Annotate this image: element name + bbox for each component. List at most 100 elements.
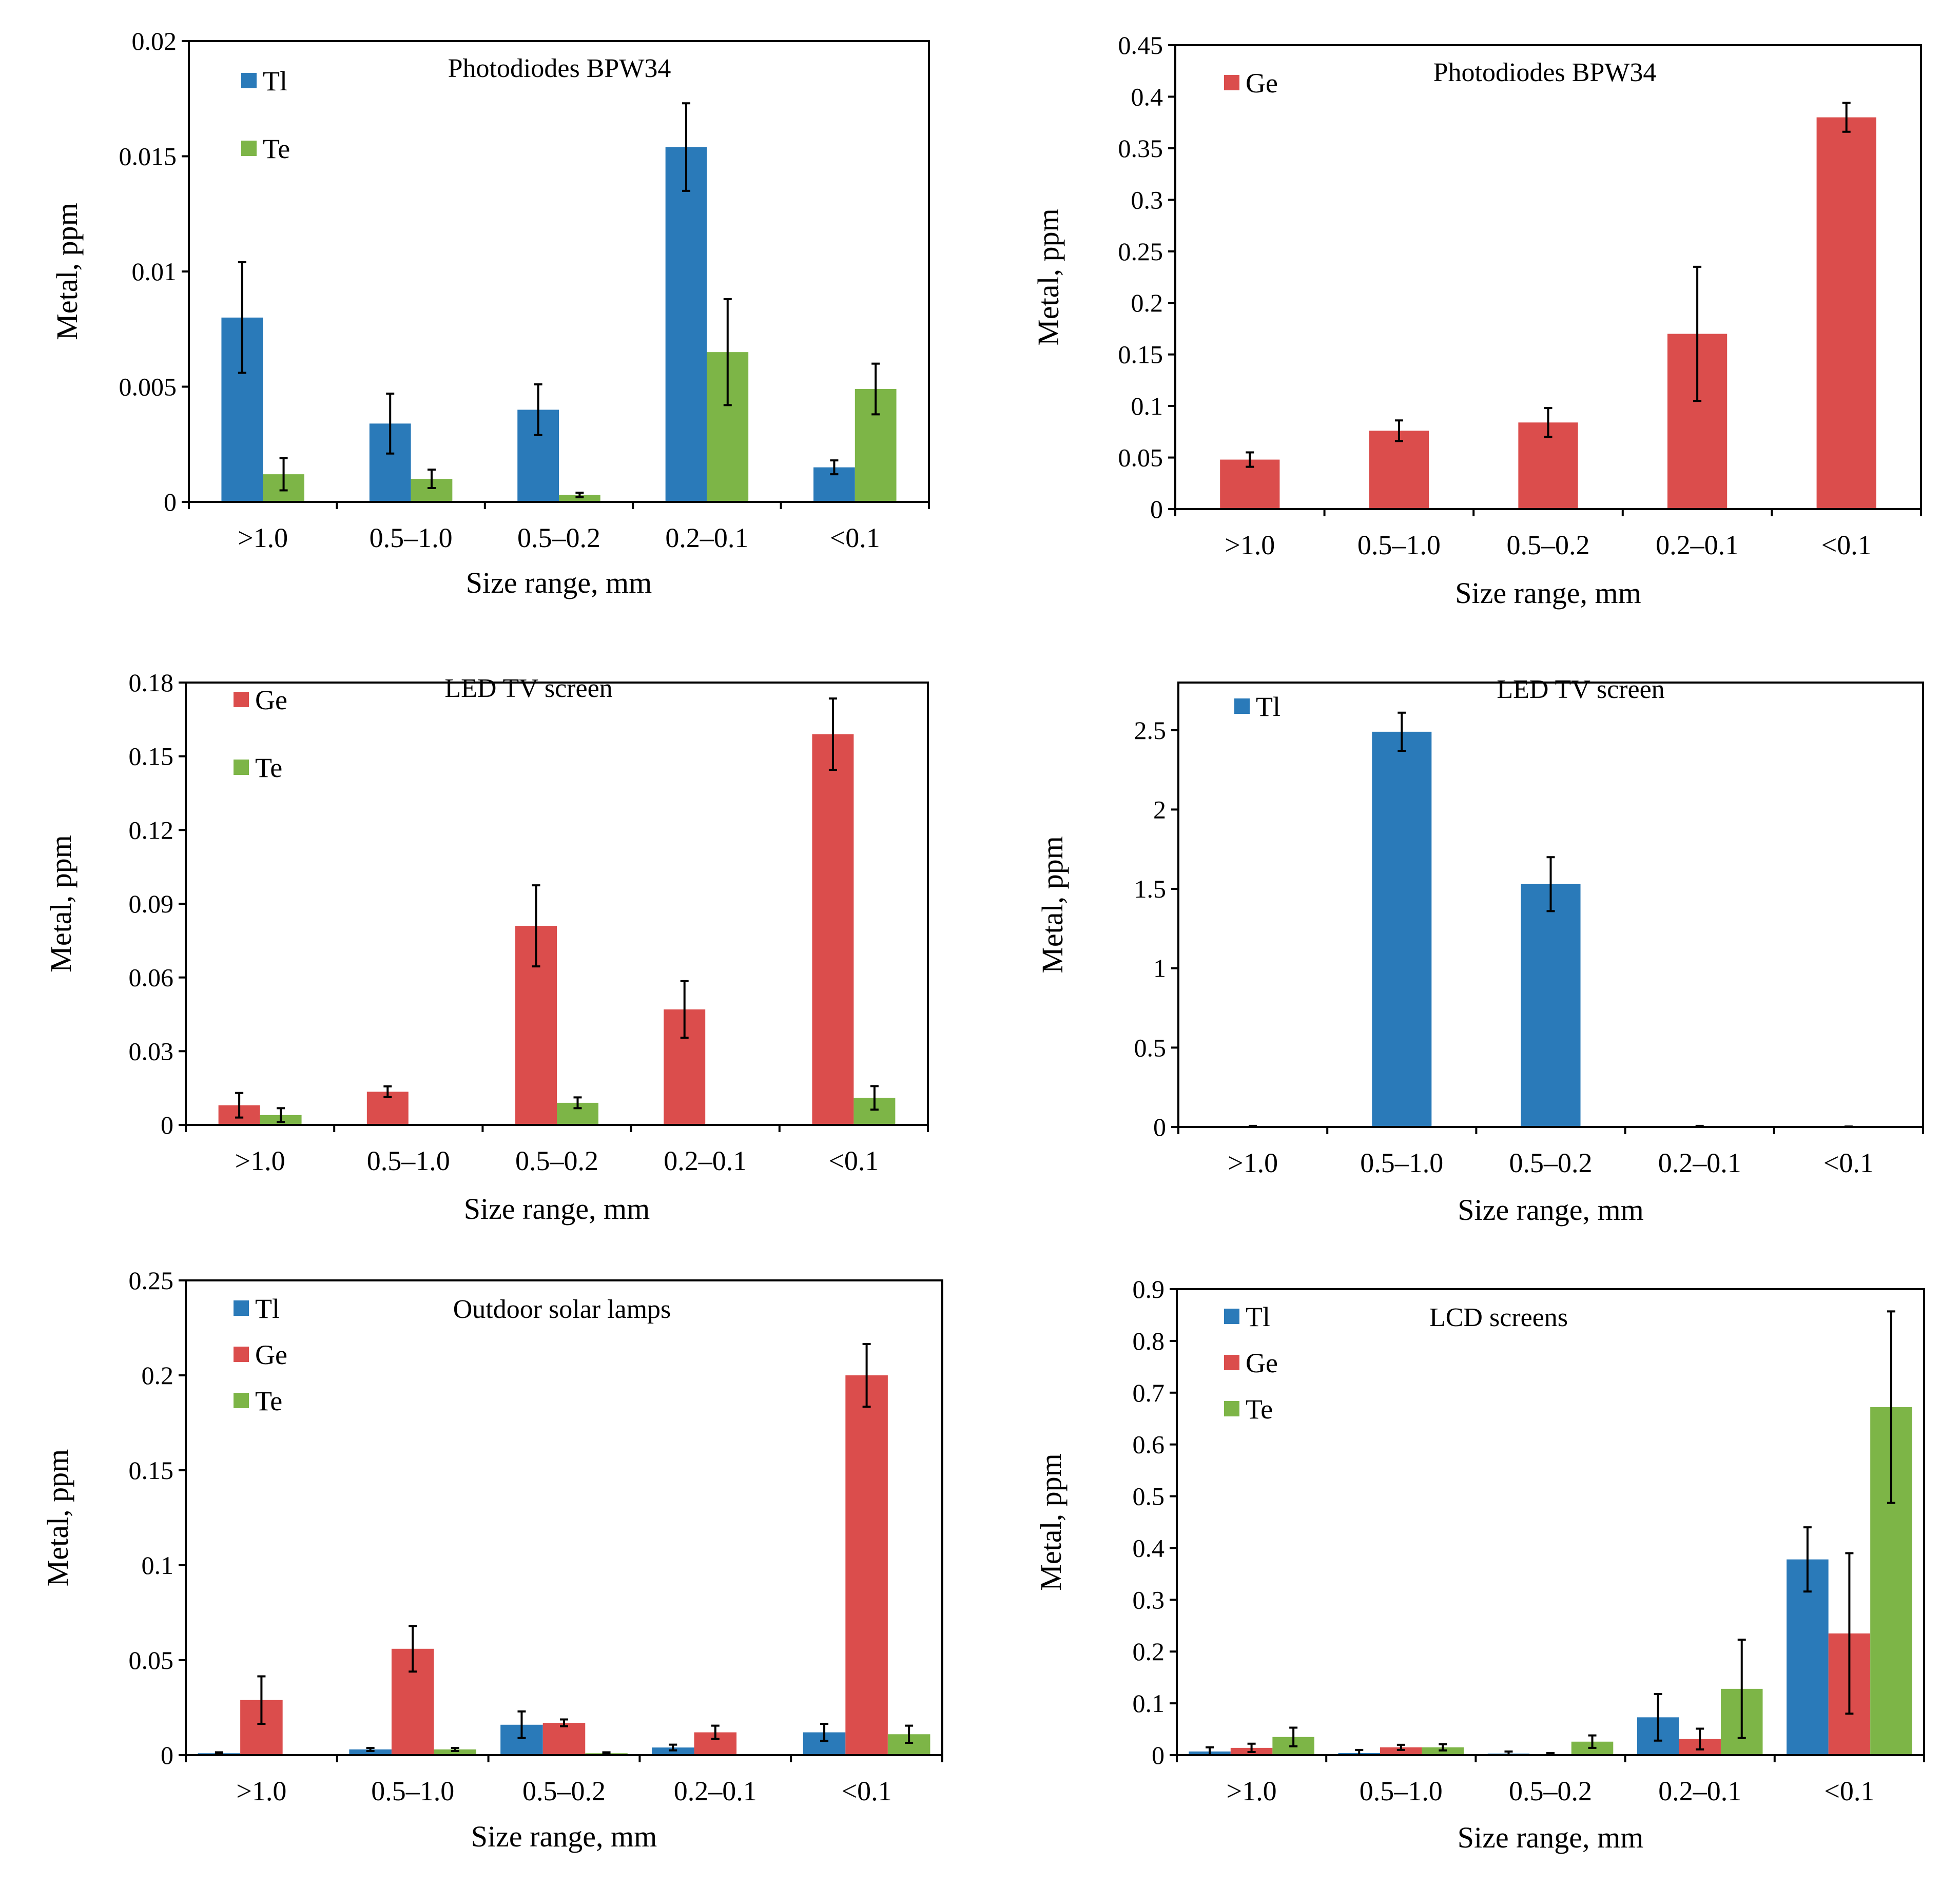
y-axis-title: Metal, ppm — [1036, 836, 1069, 973]
y-tick-label: 0.18 — [129, 668, 174, 697]
error-bar-ge-1 — [1246, 451, 1254, 468]
bar-tl-2 — [349, 1749, 392, 1755]
chart-panel-1: 0 0.005 0.01 0.015 0.02 >1.0 0.5–1.0 0.5–0.2 0.2… — [50, 27, 930, 599]
bar-ge-2 — [1369, 431, 1429, 509]
y-tick-label: 0 — [161, 1741, 173, 1769]
error-bar-ge-1 — [1247, 1742, 1256, 1753]
legend-swatch-tl — [241, 73, 257, 88]
legend-swatch-te — [241, 141, 257, 156]
x-tick-label: 0.5–1.0 — [371, 1776, 454, 1806]
error-bar-tl-5 — [830, 459, 839, 476]
x-axis-title: Size range, mm — [471, 1820, 657, 1853]
bar-ge-5 — [812, 734, 854, 1125]
y-tick-label: 0.005 — [119, 373, 177, 401]
x-tick-label: 0.5–1.0 — [1357, 530, 1441, 560]
error-bar-ge-4 — [1693, 265, 1702, 402]
legend-label-te: Te — [255, 1386, 282, 1416]
bar-tl-2 — [1372, 731, 1432, 1127]
y-tick-label: 0.5 — [1134, 1033, 1167, 1062]
error-bar-tl-4 — [669, 1743, 677, 1752]
y-tick-label: 0.1 — [1131, 392, 1163, 420]
bar-ge-1 — [1220, 459, 1280, 509]
error-bar-tl-3 — [534, 383, 542, 436]
y-tick-label: 0.4 — [1131, 82, 1163, 111]
y-tick-label: 0.8 — [1133, 1327, 1165, 1355]
y-tick-label: 0.1 — [1133, 1689, 1165, 1718]
x-tick-label: 0.2–0.1 — [1658, 1147, 1741, 1178]
y-tick-label: 0.01 — [132, 257, 177, 286]
y-tick-label: 0.02 — [132, 27, 177, 55]
y-tick-label: 0.15 — [129, 742, 174, 771]
x-tick-label: 0.2–0.1 — [674, 1776, 757, 1806]
y-tick-label: 0.03 — [129, 1037, 174, 1065]
y-tick-label: 0.05 — [129, 1646, 174, 1675]
y-tick-label: 0.15 — [1118, 340, 1163, 369]
plot-area-frame — [185, 1279, 943, 1756]
y-tick-label: 0.3 — [1133, 1585, 1165, 1614]
error-bar-tl-2 — [366, 1746, 375, 1752]
x-tick-label: 0.2–0.1 — [1656, 530, 1739, 560]
y-axis-title: Metal, ppm — [1034, 1453, 1068, 1590]
chart-panel-4: 0 0.5 1 1.5 2 2.5 >1.0 0.5–1.0 0.5–0.2 0.2–0.1 <0.… — [1036, 675, 1924, 1227]
error-bar-tl-2 — [386, 392, 395, 455]
y-tick-label: 0.015 — [119, 142, 177, 171]
x-axis-title: Size range, mm — [464, 1192, 650, 1225]
x-tick-label: 0.2–0.1 — [1658, 1776, 1741, 1806]
x-tick-label: 0.5–0.2 — [1507, 530, 1590, 560]
legend-swatch-ge — [1224, 1355, 1239, 1370]
chart-panel-5: 0 0.05 0.1 0.15 0.2 0.25 >1.0 0.5–1.0 0.5–0.2 0.2… — [41, 1266, 943, 1853]
legend-label-tl: Tl — [1256, 691, 1280, 722]
x-tick-label: 0.5–0.2 — [517, 522, 600, 553]
y-axis-title: Metal, ppm — [44, 835, 77, 972]
error-bar-te-5 — [871, 362, 880, 416]
x-tick-label: 0.2–0.1 — [665, 522, 748, 553]
error-bar-ge-1 — [257, 1675, 266, 1725]
x-tick-label: >1.0 — [236, 1776, 286, 1806]
y-tick-label: 0.05 — [1118, 443, 1163, 472]
error-bar-te-4 — [1737, 1639, 1746, 1739]
y-tick-label: 0 — [164, 488, 177, 516]
x-tick-label: 0.2–0.1 — [664, 1145, 747, 1176]
legend-label-ge: Ge — [1246, 68, 1278, 99]
y-tick-label: 0.15 — [129, 1456, 174, 1485]
error-bar-ge-2 — [383, 1085, 392, 1098]
error-bar-ge-5 — [828, 697, 837, 771]
x-tick-label: 0.5–0.2 — [1509, 1776, 1592, 1806]
chart-title: Outdoor solar lamps — [453, 1295, 671, 1324]
y-axis-title: Metal, ppm — [41, 1449, 74, 1586]
bar-tl-3 — [1521, 884, 1581, 1127]
error-bar-ge-5 — [1845, 1552, 1854, 1715]
error-bar-te-3 — [1588, 1734, 1597, 1749]
legend-label-ge: Ge — [255, 685, 287, 715]
x-tick-label: <0.1 — [842, 1776, 892, 1806]
error-bar-tl-4 — [1654, 1693, 1662, 1742]
error-bar-te-4 — [723, 298, 732, 406]
error-bar-ge-4 — [680, 980, 689, 1039]
bar-te-2 — [434, 1749, 477, 1755]
y-tick-label: 0 — [161, 1111, 173, 1139]
y-axis-title: Metal, ppm — [50, 203, 84, 340]
error-bar-te-2 — [451, 1746, 459, 1752]
y-tick-label: 0.09 — [129, 889, 174, 918]
x-tick-label: <0.1 — [1823, 1147, 1874, 1178]
error-bar-ge-5 — [862, 1343, 871, 1408]
legend-label-ge: Ge — [255, 1339, 287, 1370]
legend-swatch-tl — [234, 1300, 249, 1316]
y-tick-label: 0.7 — [1133, 1378, 1165, 1407]
y-tick-label: 0.3 — [1131, 185, 1163, 214]
x-tick-label: 0.5–0.2 — [515, 1145, 598, 1176]
x-tick-label: 0.5–1.0 — [1360, 1147, 1443, 1178]
legend-swatch-te — [234, 1393, 249, 1408]
error-bar-ge-5 — [1842, 102, 1851, 133]
x-tick-label: 0.5–1.0 — [370, 522, 453, 553]
legend-swatch-ge — [1224, 75, 1239, 90]
error-bar-te-1 — [279, 457, 288, 492]
y-tick-label: 1.5 — [1134, 874, 1167, 903]
chart-title: Photodiodes BPW34 — [1433, 58, 1657, 87]
error-bar-tl-5 — [1803, 1526, 1812, 1593]
bar-ge-5 — [1816, 117, 1876, 510]
error-bar-tl-4 — [682, 102, 691, 192]
error-bar-ge-1 — [235, 1092, 244, 1119]
legend-swatch-ge — [234, 692, 249, 707]
legend-swatch-ge — [234, 1347, 249, 1362]
